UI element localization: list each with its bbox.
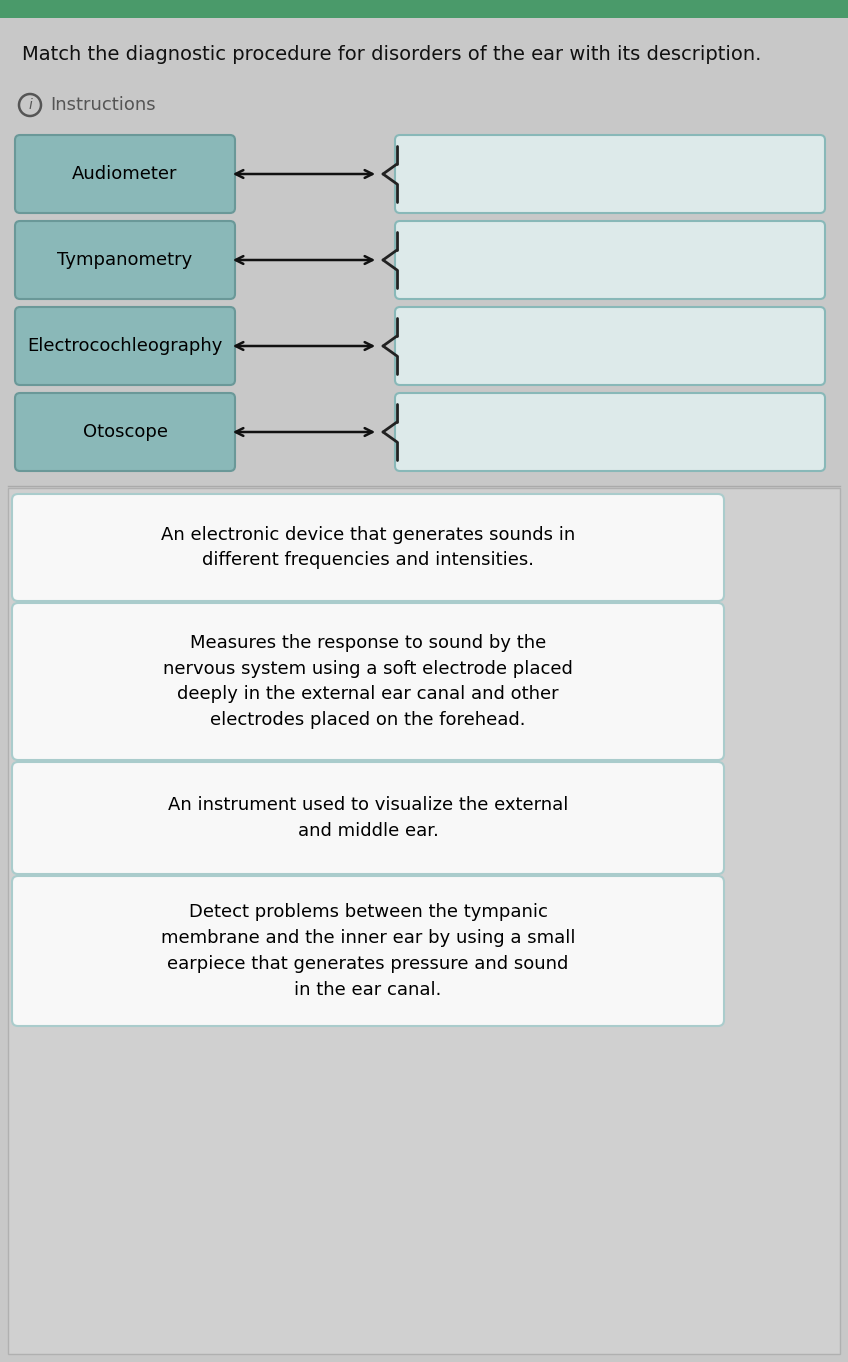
FancyBboxPatch shape	[395, 394, 825, 471]
FancyBboxPatch shape	[12, 761, 724, 874]
FancyBboxPatch shape	[395, 306, 825, 385]
FancyBboxPatch shape	[15, 135, 235, 212]
FancyBboxPatch shape	[12, 494, 724, 601]
Text: An electronic device that generates sounds in
different frequencies and intensit: An electronic device that generates soun…	[161, 526, 575, 569]
Text: Tympanometry: Tympanometry	[58, 251, 192, 270]
Text: Match the diagnostic procedure for disorders of the ear with its description.: Match the diagnostic procedure for disor…	[22, 45, 762, 64]
Text: Detect problems between the tympanic
membrane and the inner ear by using a small: Detect problems between the tympanic mem…	[161, 903, 575, 998]
FancyBboxPatch shape	[15, 306, 235, 385]
Text: Measures the response to sound by the
nervous system using a soft electrode plac: Measures the response to sound by the ne…	[163, 633, 573, 729]
Text: An instrument used to visualize the external
and middle ear.: An instrument used to visualize the exte…	[168, 797, 568, 840]
FancyBboxPatch shape	[0, 0, 848, 18]
Text: Electrocochleography: Electrocochleography	[27, 336, 223, 355]
Text: Audiometer: Audiometer	[72, 165, 178, 183]
FancyBboxPatch shape	[8, 488, 840, 1354]
Text: Instructions: Instructions	[50, 95, 156, 114]
Text: Otoscope: Otoscope	[82, 424, 168, 441]
FancyBboxPatch shape	[12, 603, 724, 760]
FancyBboxPatch shape	[395, 135, 825, 212]
FancyBboxPatch shape	[15, 221, 235, 300]
FancyBboxPatch shape	[15, 394, 235, 471]
FancyBboxPatch shape	[12, 876, 724, 1026]
FancyBboxPatch shape	[395, 221, 825, 300]
Text: i: i	[28, 98, 32, 112]
